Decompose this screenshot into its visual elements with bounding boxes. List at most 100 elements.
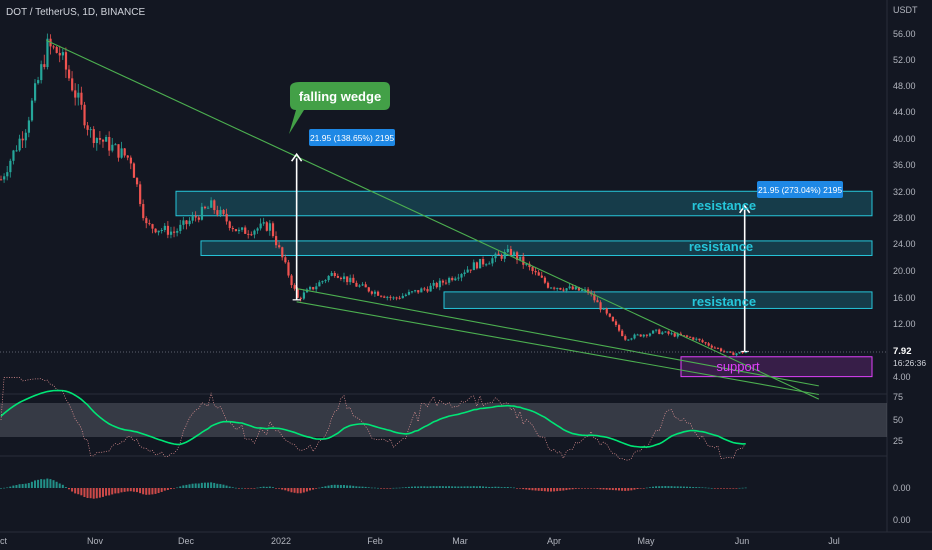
macd-bar (426, 486, 429, 488)
candle (414, 290, 417, 292)
macd-bar (151, 488, 154, 495)
macd-bar (188, 484, 191, 488)
candle (43, 64, 46, 68)
candle (682, 335, 686, 337)
macd-bar (0, 488, 2, 489)
candle (203, 206, 207, 209)
candle (265, 222, 268, 231)
macd-bar (160, 488, 163, 492)
candle (627, 339, 630, 341)
candle (241, 227, 244, 230)
candle (271, 223, 275, 237)
macd-bar (342, 485, 345, 488)
candle (256, 228, 259, 231)
candle (488, 263, 491, 265)
candle (302, 292, 306, 299)
candle (741, 352, 744, 354)
price-tick: 16.00 (893, 293, 916, 303)
candle (123, 148, 126, 156)
macd-bar (349, 485, 352, 488)
candle (95, 138, 98, 144)
candle (698, 338, 701, 341)
candle (670, 333, 673, 335)
candle (358, 285, 361, 287)
price-tick: 36.00 (893, 160, 916, 170)
candle (645, 334, 649, 336)
candle (24, 132, 27, 141)
candle (401, 295, 404, 299)
macd-bar (633, 488, 636, 490)
candle (21, 138, 24, 141)
candle (485, 264, 488, 266)
candle (426, 289, 429, 292)
macd-bar (40, 479, 43, 488)
macd-bar (642, 488, 645, 489)
macd-bar (278, 488, 281, 489)
measure-arrowhead (739, 204, 751, 214)
candle (163, 225, 166, 231)
candle (701, 340, 704, 343)
macd-bar (74, 488, 77, 494)
candle (105, 136, 108, 142)
macd-bar (611, 488, 614, 491)
macd-bar (355, 486, 358, 488)
candle (120, 148, 123, 158)
macd-bar (367, 487, 370, 488)
macd-bar (203, 482, 206, 488)
candle (324, 280, 327, 282)
macd-bar (296, 488, 299, 494)
rsi-tick: 75 (893, 392, 903, 402)
resistance-zone (200, 240, 873, 256)
macd-bar (695, 487, 698, 488)
candle (92, 129, 95, 144)
candle (336, 276, 340, 278)
measure-label-right-bg[interactable] (757, 181, 843, 198)
measure-label-left-bg[interactable] (309, 129, 395, 146)
macd-bar (281, 488, 284, 490)
candle (531, 267, 534, 271)
macd-bar (135, 488, 138, 493)
macd-bar (444, 486, 447, 488)
time-axis[interactable]: ct Nov Dec 2022 Feb Mar Apr May Jun Jul (0, 536, 840, 546)
time-label: Feb (367, 536, 383, 546)
macd-bar (744, 487, 747, 489)
candle (482, 258, 485, 265)
macd-bar (621, 488, 624, 491)
macd-bar (448, 486, 451, 488)
candle (244, 227, 247, 234)
candle (287, 262, 290, 276)
candle (333, 272, 336, 277)
candle (169, 231, 173, 235)
candle (83, 104, 86, 126)
macd-bar (6, 487, 9, 489)
candle (268, 223, 272, 231)
symbol-header[interactable]: DOT / TetherUS, 1D, BINANCE (6, 7, 145, 18)
macd-bar (491, 486, 494, 488)
falling-wedge-callout[interactable]: falling wedge (289, 82, 390, 134)
macd-bar (478, 486, 481, 488)
macd-bar (169, 488, 172, 490)
macd-bar (689, 486, 692, 488)
macd-bar (225, 485, 228, 488)
macd-bar (207, 482, 210, 488)
candle (293, 285, 296, 289)
candle (432, 282, 435, 286)
candle (472, 262, 475, 271)
macd-bar (145, 488, 148, 495)
price-tick: 48.00 (893, 81, 916, 91)
macd-bar (559, 488, 562, 491)
candle (135, 177, 139, 185)
candle (33, 83, 37, 101)
macd-bar (441, 486, 444, 488)
candle (89, 129, 92, 131)
macd-bar (370, 487, 373, 489)
macd-bar (568, 488, 571, 490)
candle (355, 282, 358, 287)
candle (318, 282, 321, 287)
current-price-marker[interactable]: 7.92 16:26:36 (888, 344, 932, 368)
candle (713, 347, 716, 349)
price-axis[interactable]: 56.00 52.00 48.00 44.00 40.00 36.00 32.0… (893, 29, 916, 382)
candle (191, 216, 194, 221)
candle (12, 150, 15, 161)
